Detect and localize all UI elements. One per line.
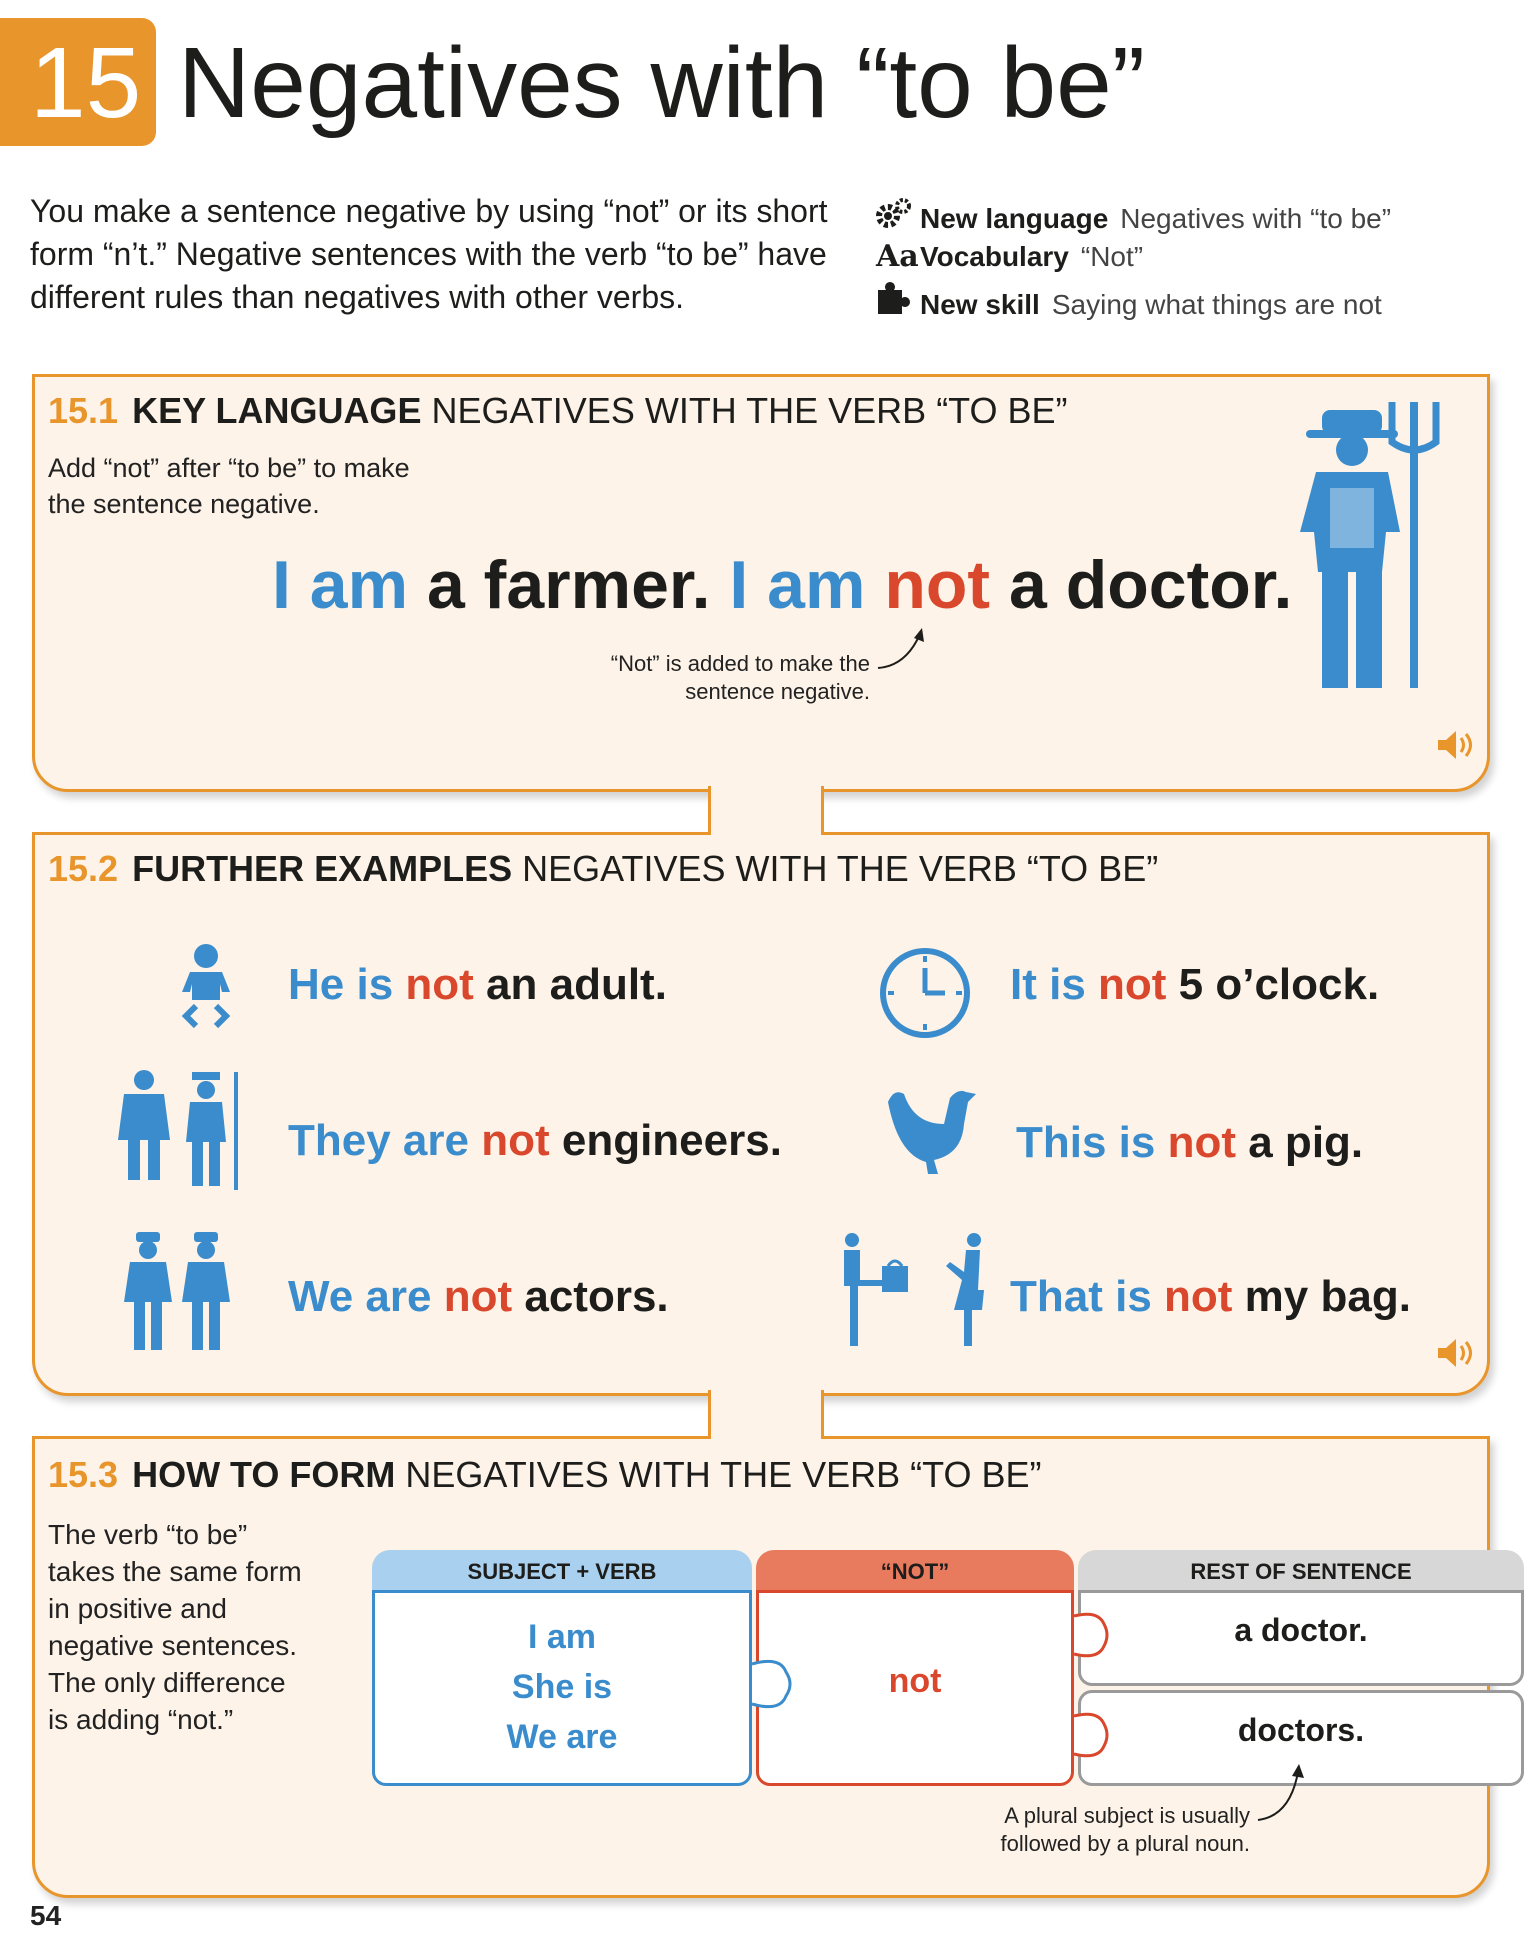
meta-new-skill: New skill Saying what things are not: [876, 282, 1382, 322]
audio-speaker-icon[interactable]: [1436, 1336, 1476, 1370]
puzzle-knob-icon: [1073, 1612, 1109, 1658]
section-15-1-heading: 15.1 KEY LANGUAGE NEGATIVES WITH THE VERB …: [48, 390, 1068, 431]
gears-icon: [876, 198, 920, 236]
section-15-3-heading: 15.3 HOW TO FORM NEGATIVES WITH THE VERB “…: [48, 1454, 1042, 1495]
baby-icon: [181, 944, 231, 1029]
chicken-icon: [888, 1090, 976, 1174]
panel-connector: [708, 1390, 824, 1438]
key-sentence: I am a farmer. I am not a doctor.: [272, 547, 1293, 623]
police-officers-icon: [124, 1232, 230, 1350]
intro-text: You make a sentence negative by using “n…: [30, 193, 828, 315]
rest-of-sentence-header: REST OF SENTENCE: [1078, 1550, 1524, 1594]
example-that-not-my-bag: That is not my bag.: [1010, 1272, 1411, 1321]
audio-speaker-icon[interactable]: [1436, 728, 1476, 762]
not-annotation: “Not” is added to make the sentence negat…: [610, 651, 870, 704]
rest-doctors: doctors.: [1237, 1712, 1365, 1748]
connector-gap: [711, 830, 821, 838]
not-piece: [756, 1590, 1074, 1786]
example-we-not-actors: We are not actors.: [288, 1272, 669, 1321]
meta-new-language: New language Negatives with “to be”: [876, 198, 1391, 236]
further-examples-panel: [32, 832, 1490, 1396]
panel-connector: [708, 786, 824, 836]
farmer-icon: [1300, 402, 1440, 688]
annotation-arrow-icon: [877, 628, 924, 669]
doctor-farmer-icon: [118, 1070, 238, 1190]
not-word: not: [888, 1662, 942, 1700]
puzzle-icon: [876, 282, 920, 322]
bag-exchange-icon: [844, 1233, 984, 1346]
chapter-badge: [0, 18, 156, 146]
subject-verb-header: SUBJECT + VERB: [372, 1550, 752, 1594]
section-15-1-note: Add “not” after “to be” to make the sent…: [48, 453, 410, 519]
puzzle-knob-icon: [751, 1659, 792, 1709]
meta-vocabulary: AaVocabulary “Not”: [876, 239, 1144, 274]
chapter-number: 15: [30, 27, 142, 139]
rest-a-doctor: a doctor.: [1234, 1612, 1368, 1648]
subject-verb-piece: [372, 1590, 752, 1786]
annotation-arrow-icon: [1257, 1764, 1304, 1821]
connector-gap: [711, 1434, 821, 1442]
example-they-not-engineers: They are not engineers.: [288, 1116, 782, 1165]
clock-icon: [880, 948, 970, 1038]
page-title: Negatives with “to be”: [178, 27, 1146, 139]
puzzle-knob-icon: [1073, 1712, 1109, 1758]
plural-annotation: A plural subject is usually followed by a…: [1000, 1803, 1251, 1856]
aa-icon: Aa: [876, 239, 919, 274]
subject-verb-list: I am She is We are: [506, 1618, 618, 1756]
not-header: “NOT”: [756, 1550, 1074, 1594]
key-language-panel: [32, 374, 1490, 792]
example-this-not-pig: This is not a pig.: [1016, 1118, 1364, 1167]
example-he-not-adult: He is not an adult.: [288, 960, 667, 1009]
page-number: 54: [30, 1900, 62, 1931]
section-15-2-heading: 15.2 FURTHER EXAMPLES NEGATIVES WITH THE V…: [48, 848, 1159, 889]
section-15-3-note: The verb “to be” takes the same form in po…: [48, 1519, 302, 1735]
example-it-not-5-oclock: It is not 5 o’clock.: [1010, 960, 1380, 1009]
